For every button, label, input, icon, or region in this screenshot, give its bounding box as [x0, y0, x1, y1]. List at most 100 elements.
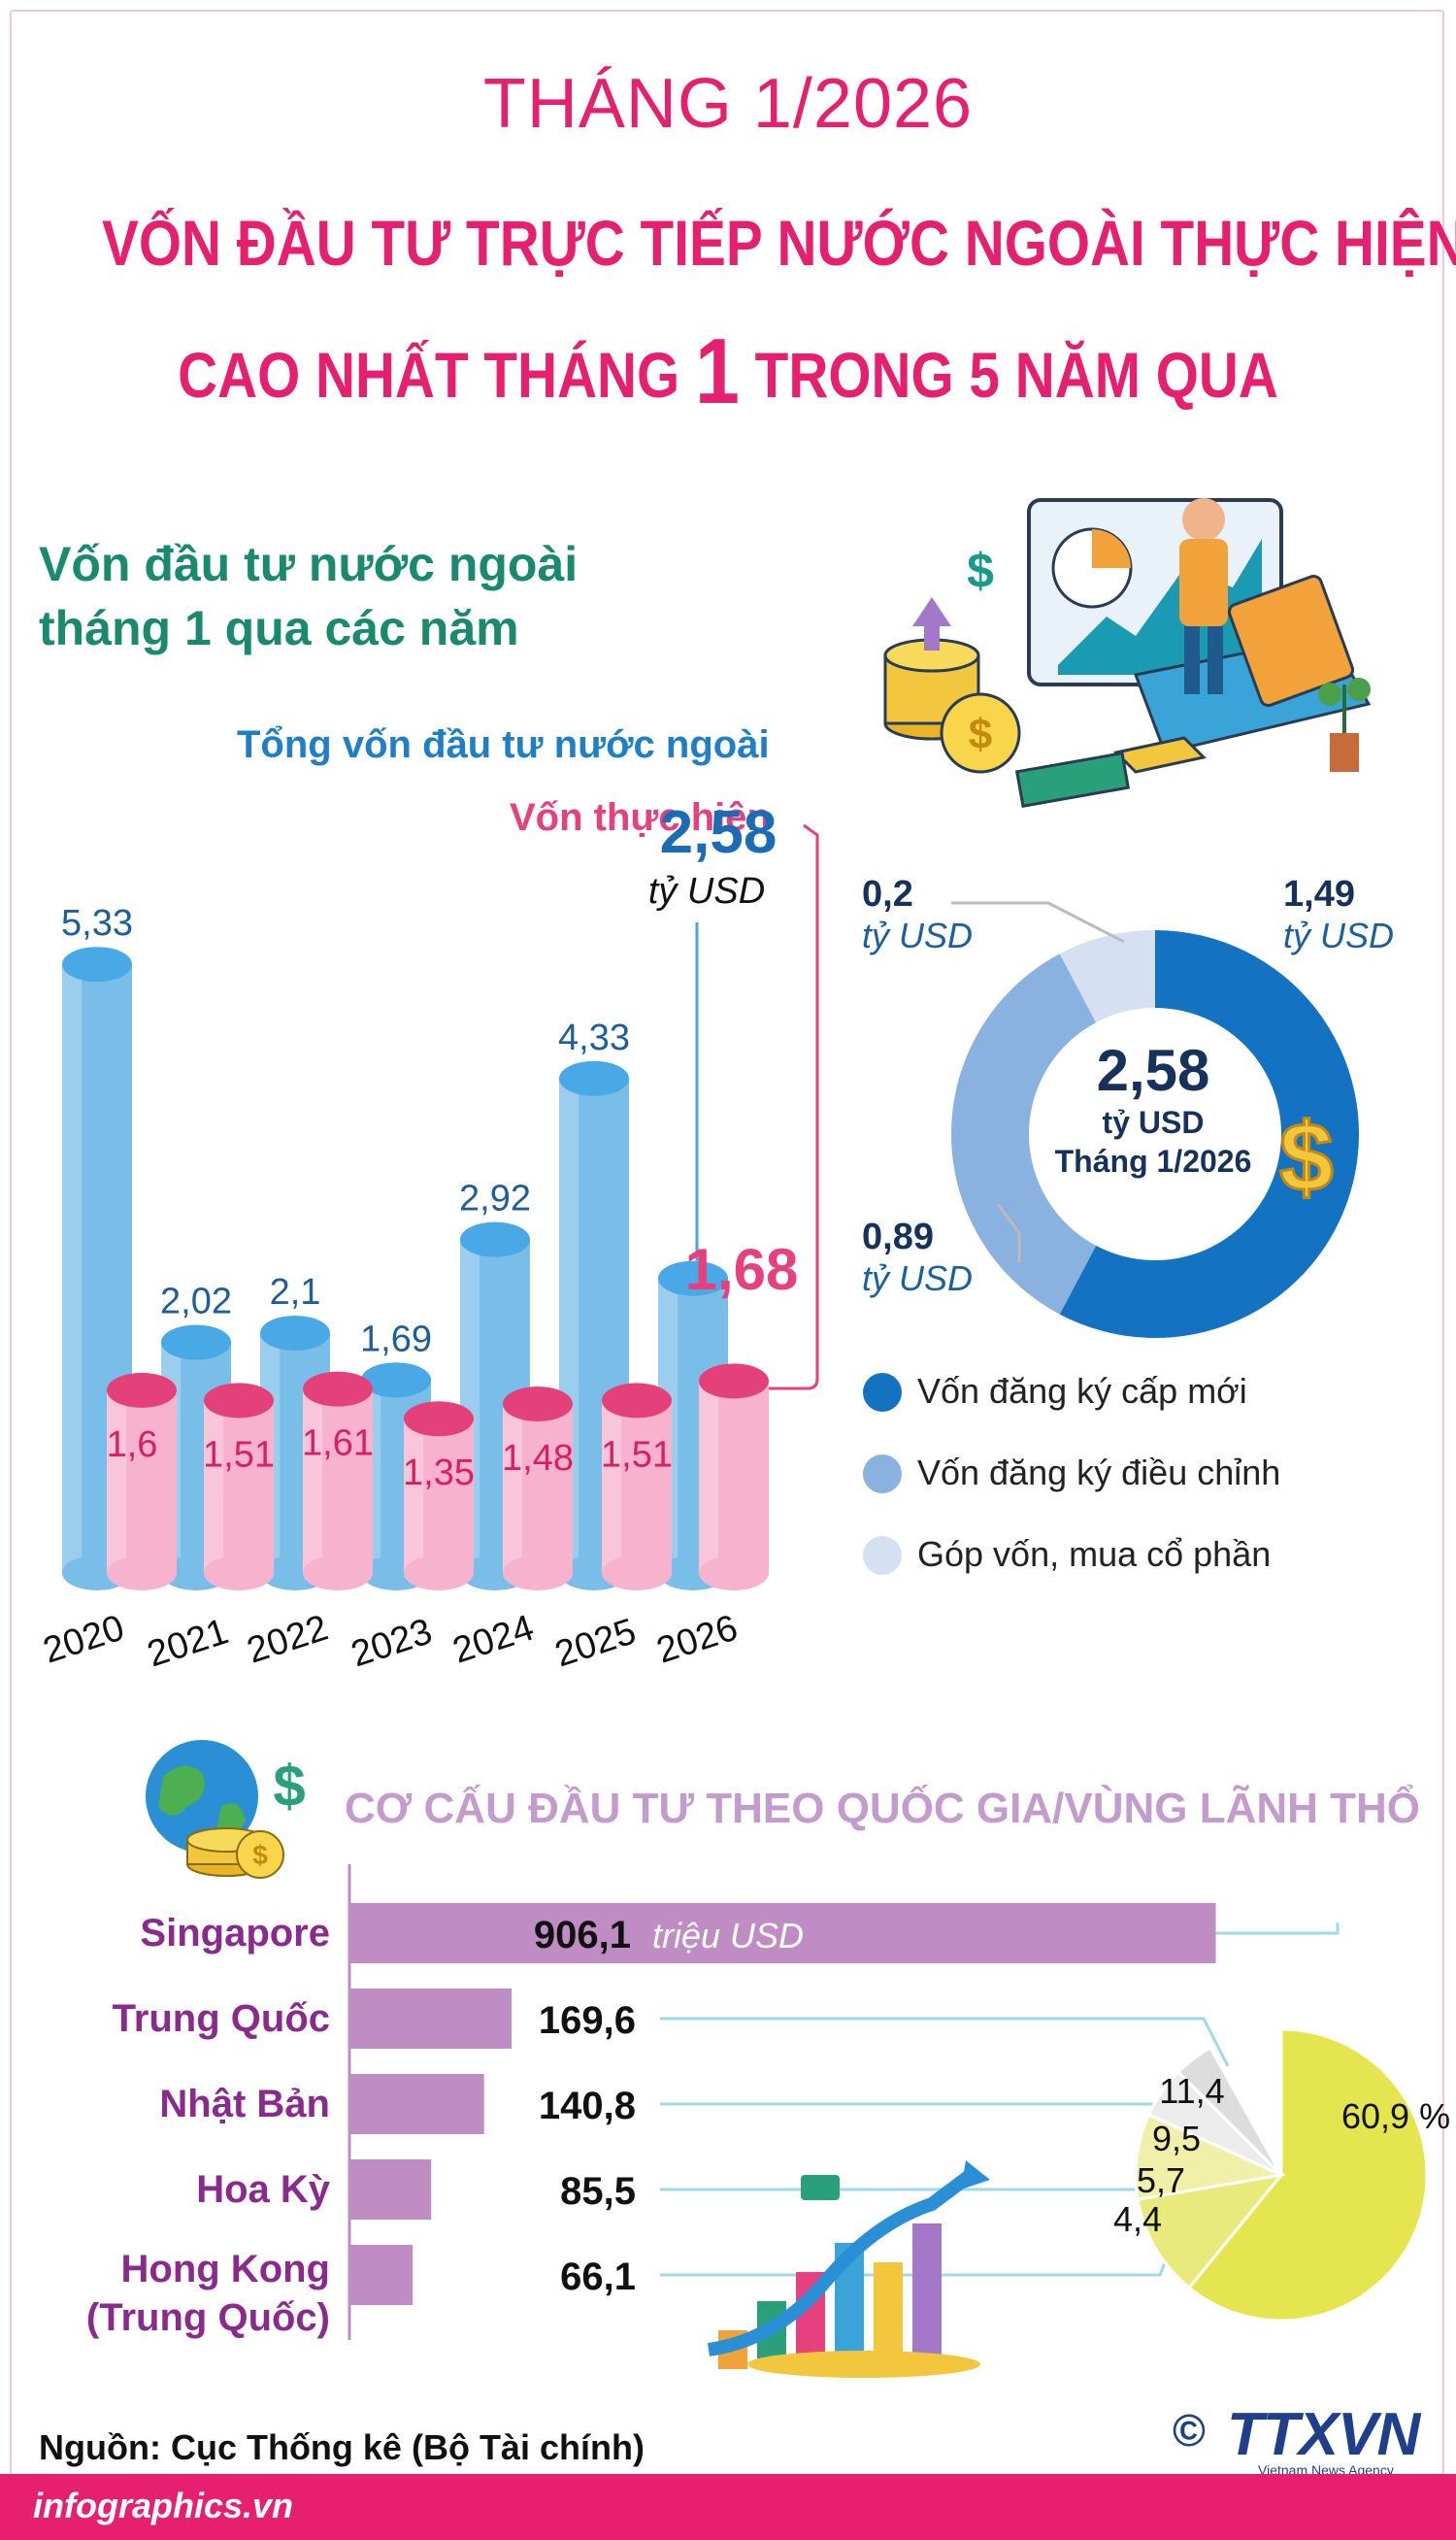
5-top	[559, 1060, 629, 1096]
svg-text:$: $	[969, 711, 992, 758]
legend-share-purchase: Góp vốn, mua cổ phần	[863, 1534, 1272, 1575]
headline-line-1: VỐN ĐẦU TƯ TRỰC TIẾP NƯỚC NGOÀI THỰC HIỆ…	[102, 207, 1456, 279]
4-top	[460, 1221, 530, 1257]
source-note: Nguồn: Cục Thống kê (Bộ Tài chính)	[39, 2427, 645, 2467]
total-label-2026: 2,58	[660, 799, 778, 866]
chart1-title: Vốn đầu tư nước ngoài tháng 1 qua các nă…	[39, 532, 578, 660]
2-body	[303, 1388, 373, 1573]
legend-adjusted-label: Vốn đăng ký điều chỉnh	[917, 1453, 1281, 1492]
country-value-4: 66,1	[560, 2256, 636, 2298]
real-label-2020: 1,6	[107, 1424, 158, 1465]
total-label-2023: 1,69	[360, 1319, 432, 1359]
2-base	[303, 1555, 373, 1590]
real-label-2024: 1,48	[502, 1438, 574, 1479]
legend-share-label: Góp vốn, mua cổ phần	[917, 1534, 1272, 1574]
1	[204, 1383, 274, 1590]
footer-site: infographics.vn	[33, 2486, 294, 2525]
country-value-1: 169,6	[539, 1999, 636, 2042]
country-name-3: Hoa Kỳ	[196, 2168, 331, 2211]
country-share-pie: 60,9 % 11,4 9,55,74,4	[1113, 2027, 1450, 2323]
6-top	[699, 1363, 769, 1399]
country-value-3: 85,5	[560, 2170, 636, 2213]
0-top	[62, 947, 132, 983]
real-label-2022: 1,61	[302, 1423, 374, 1464]
donut-new-unit: tỷ USD	[1283, 916, 1395, 955]
donut-adjust-value: 0,89	[862, 1217, 934, 1257]
6-body	[699, 1381, 769, 1573]
4-top	[503, 1386, 573, 1421]
4-base	[503, 1555, 573, 1590]
donut-slice-adjusted	[951, 953, 1097, 1315]
footer-band	[0, 2474, 1456, 2540]
year-label-2023: 2023	[347, 1611, 437, 1675]
donut-adjust-unit: tỷ USD	[862, 1258, 974, 1298]
dollar-icon: $	[1278, 1102, 1336, 1214]
chart1-title-line-1: Vốn đầu tư nước ngoài	[39, 537, 579, 591]
country-bar-0	[349, 1903, 1216, 1963]
country-leader-1	[660, 2017, 1230, 2067]
total-label-2022: 2,1	[270, 1272, 321, 1313]
4-body	[503, 1403, 573, 1573]
year-label-2022: 2022	[243, 1608, 333, 1672]
real-label-2025: 1,51	[601, 1434, 673, 1475]
country-bar-4	[349, 2245, 414, 2305]
illustration-person	[1179, 498, 1228, 694]
donut-share-leader	[951, 901, 1125, 944]
2-top	[260, 1316, 330, 1352]
total-label-2025: 4,33	[558, 1018, 630, 1058]
country-value-0: 906,1	[534, 1914, 631, 1956]
growth-illustration	[707, 2160, 990, 2378]
pie-slice-0	[1187, 2027, 1429, 2323]
year-label-2024: 2024	[448, 1608, 539, 1672]
0-base	[107, 1555, 177, 1590]
ttxvn-logo: TTXVN	[1227, 2401, 1420, 2468]
3-body	[404, 1419, 474, 1573]
country-name-4a: Hong Kong	[121, 2248, 331, 2290]
donut-share-value: 0,2	[862, 874, 913, 915]
5-base	[602, 1555, 672, 1590]
total-label-2020: 5,33	[61, 903, 133, 944]
svg-text:$: $	[252, 1840, 268, 1870]
headline-line-2-pre: CAO NHẤT THÁNG	[178, 339, 680, 411]
total-label-2021: 2,02	[160, 1281, 232, 1321]
6-top	[658, 1260, 728, 1296]
country-leader-0	[1215, 1922, 1340, 1935]
headline-big-number: 1	[694, 319, 740, 423]
month-title: THÁNG 1/2026	[482, 65, 974, 143]
6-shine	[699, 1381, 719, 1573]
legend-new-capital: Vốn đăng ký cấp mới	[863, 1371, 1247, 1412]
pie-label-0: 60,9 %	[1341, 2096, 1450, 2136]
country-name-4b: (Trung Quốc)	[86, 2296, 330, 2339]
1-shine	[204, 1400, 224, 1573]
headline-line-2: CAO NHẤT THÁNG 1 TRONG 5 NĂM QUA	[102, 318, 1354, 425]
donut-label-share: 0,2 tỷ USD	[862, 874, 973, 956]
country-value-2: 140,8	[539, 2085, 636, 2127]
1-top	[204, 1383, 274, 1419]
year-label-2020: 2020	[39, 1608, 129, 1672]
0-body	[107, 1389, 177, 1573]
country-unit: triệu USD	[652, 1916, 805, 1955]
total-label-2024: 2,92	[459, 1179, 531, 1220]
donut-label-new: 1,49 tỷ USD	[1283, 874, 1394, 956]
legend-dot-adjusted	[863, 1454, 902, 1493]
5-shine	[602, 1400, 622, 1573]
donut-label-adjust: 0,89 tỷ USD	[862, 1217, 973, 1299]
illustration-gold	[1014, 736, 1208, 809]
pie-slice-4	[1175, 2045, 1283, 2177]
0-shine	[62, 964, 83, 1573]
donut-adjust-leader	[996, 1203, 1021, 1262]
country-bar-2	[349, 2074, 484, 2134]
donut-center-value: 2,58	[1096, 1038, 1210, 1103]
country-bar-3	[349, 2159, 432, 2220]
real-bracket	[769, 823, 819, 1390]
legend-dot-new	[863, 1373, 902, 1412]
total-unit-2026: tỷ USD	[648, 871, 765, 912]
year-label-2025: 2025	[550, 1611, 641, 1675]
country-name-1: Trung Quốc	[113, 1997, 330, 2040]
svg-text:$: $	[967, 544, 994, 598]
pie-label-4: 4,4	[1113, 2199, 1162, 2239]
3-shine	[404, 1419, 424, 1573]
2-top	[303, 1371, 373, 1407]
donut-new-value: 1,49	[1283, 874, 1355, 915]
3-top	[361, 1362, 431, 1398]
